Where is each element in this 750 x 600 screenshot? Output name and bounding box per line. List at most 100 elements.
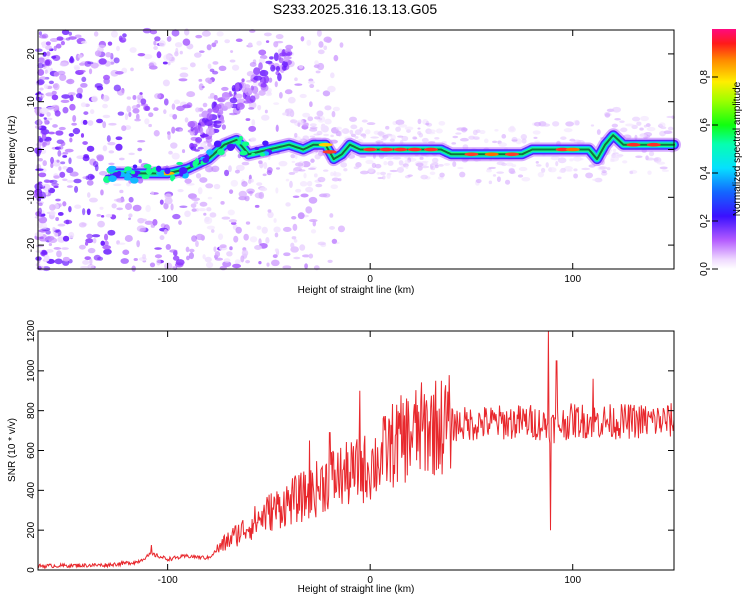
- ridge-blob: [194, 158, 199, 166]
- noise-blob: [288, 171, 296, 175]
- noise-blob: [198, 78, 203, 82]
- noise-blob: [108, 122, 117, 126]
- colorbar-tick-label: 0.0: [699, 262, 710, 276]
- noise-blob: [325, 38, 332, 44]
- noise-blob: [331, 110, 336, 118]
- noise-blob: [105, 52, 112, 58]
- noise-blob: [291, 216, 297, 220]
- noise-blob: [114, 70, 124, 75]
- noise-blob: [85, 175, 90, 180]
- y-tick-label: 800: [26, 402, 37, 419]
- noise-blob: [229, 59, 236, 63]
- noise-blob: [494, 128, 499, 132]
- noise-blob: [418, 132, 424, 138]
- noise-blob: [45, 92, 54, 97]
- noise-blob: [455, 132, 462, 135]
- noise-blob: [599, 166, 608, 170]
- ridge-hotspot: [646, 142, 661, 147]
- ridge-blob: [117, 170, 122, 176]
- noise-blob: [128, 111, 132, 117]
- noise-blob: [91, 234, 101, 238]
- noise-blob: [496, 161, 505, 166]
- noise-blob: [87, 61, 94, 65]
- noise-blob: [314, 153, 321, 160]
- noise-blob: [145, 204, 151, 213]
- ridge-blob: [179, 171, 184, 177]
- noise-blob: [184, 117, 189, 123]
- noise-blob: [407, 174, 413, 177]
- noise-blob: [144, 220, 154, 225]
- noise-blob: [211, 42, 217, 48]
- ridge-blob: [176, 161, 184, 166]
- spectrogram-x-ticks: -100 0 100: [158, 30, 582, 285]
- noise-blob: [377, 176, 384, 180]
- noise-blob: [96, 213, 102, 217]
- noise-blob: [266, 166, 273, 174]
- noise-blob: [241, 180, 248, 187]
- noise-blob: [307, 116, 314, 122]
- noise-blob: [98, 171, 108, 176]
- noise-blob: [206, 225, 216, 230]
- noise-blob: [542, 123, 551, 127]
- noise-blob: [103, 248, 112, 255]
- noise-blob: [245, 221, 251, 225]
- noise-blob: [492, 140, 498, 144]
- noise-blob: [235, 83, 240, 92]
- noise-blob: [45, 235, 55, 241]
- noise-blob: [590, 124, 595, 127]
- noise-blob: [72, 115, 77, 123]
- noise-blob: [273, 218, 277, 223]
- noise-blob: [231, 85, 236, 92]
- noise-blob: [270, 259, 280, 267]
- noise-blob: [103, 74, 111, 81]
- noise-blob: [308, 196, 318, 204]
- noise-blob: [338, 178, 342, 182]
- x-tick-label: -100: [158, 274, 178, 285]
- noise-blob: [555, 161, 559, 167]
- noise-blob: [322, 193, 331, 198]
- noise-blob: [459, 137, 469, 142]
- noise-blob: [216, 31, 224, 37]
- noise-blob: [68, 36, 77, 40]
- noise-blob: [315, 70, 321, 74]
- noise-blob: [38, 31, 43, 36]
- noise-blob: [221, 216, 231, 220]
- noise-blob: [224, 39, 231, 44]
- noise-blob: [329, 226, 336, 230]
- noise-blob: [282, 112, 287, 116]
- noise-blob: [132, 204, 142, 212]
- noise-blob: [228, 219, 238, 223]
- noise-blob: [102, 94, 110, 102]
- noise-blob: [230, 179, 239, 187]
- noise-blob: [51, 182, 59, 187]
- noise-blob: [46, 112, 51, 117]
- noise-blob: [120, 258, 129, 264]
- noise-blob: [653, 157, 659, 162]
- noise-blob: [174, 51, 179, 57]
- noise-blob: [297, 212, 305, 220]
- ridge-hotspot: [423, 147, 438, 152]
- noise-blob: [304, 263, 308, 269]
- noise-blob: [191, 235, 198, 242]
- noise-blob: [87, 247, 96, 254]
- noise-blob: [125, 203, 133, 211]
- noise-blob: [316, 62, 325, 71]
- noise-blob: [43, 254, 50, 262]
- noise-blob: [90, 109, 95, 115]
- noise-blob: [66, 166, 74, 174]
- noise-blob: [37, 62, 44, 69]
- noise-blob: [103, 233, 109, 241]
- noise-blob: [612, 152, 619, 155]
- noise-blob: [304, 122, 309, 125]
- noise-blob: [265, 60, 273, 64]
- noise-blob: [138, 159, 142, 164]
- noise-blob: [102, 145, 108, 152]
- noise-blob: [169, 113, 174, 118]
- noise-blob: [140, 98, 147, 105]
- noise-blob: [124, 234, 133, 242]
- noise-blob: [331, 177, 340, 182]
- noise-blob: [294, 162, 304, 167]
- noise-blob: [256, 40, 262, 46]
- noise-blob: [243, 233, 249, 241]
- noise-blob: [182, 38, 191, 46]
